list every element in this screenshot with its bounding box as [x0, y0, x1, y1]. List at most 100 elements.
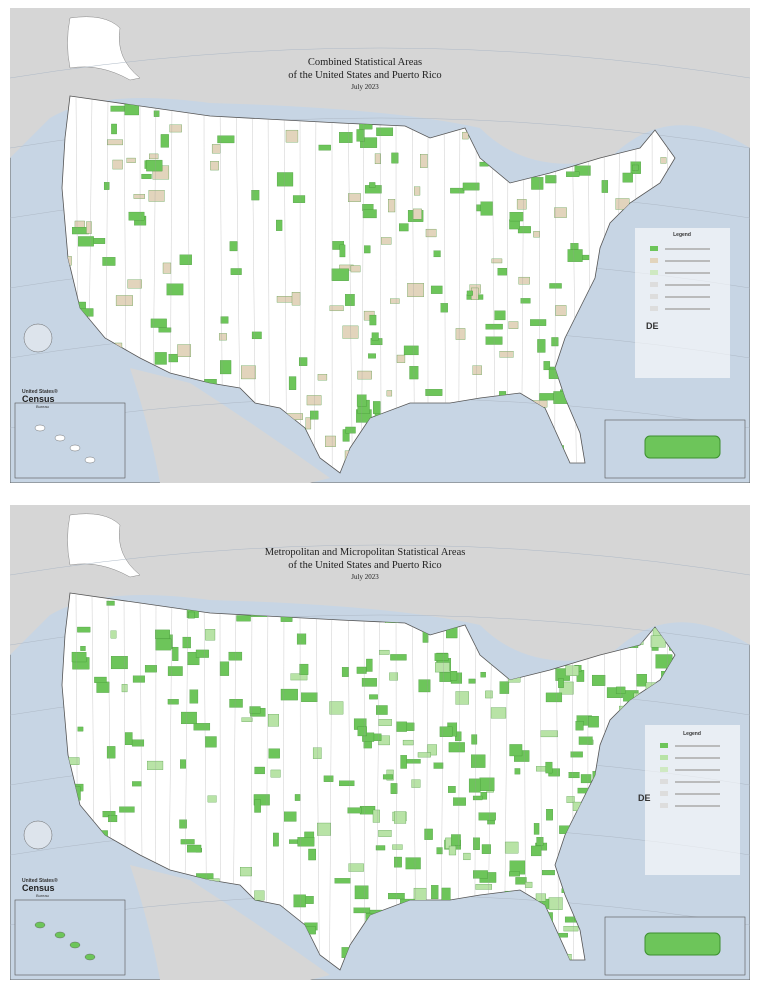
island: [34, 424, 46, 432]
statistical-area: [268, 748, 280, 759]
statistical-area: [77, 726, 84, 732]
statistical-area: [379, 649, 390, 655]
statistical-area: [219, 661, 230, 676]
statistical-area: [472, 365, 482, 375]
statistical-area: [424, 828, 433, 840]
statistical-area: [96, 681, 110, 693]
island: [69, 941, 81, 949]
statistical-area: [158, 327, 172, 333]
statistical-area: [372, 401, 381, 414]
statistical-area: [189, 689, 199, 704]
statistical-area: [230, 268, 242, 275]
statistical-area: [480, 201, 493, 216]
statistical-area: [362, 732, 375, 742]
statistical-area: [288, 376, 297, 390]
statistical-area: [345, 426, 356, 434]
statistical-area: [369, 314, 377, 326]
statistical-area: [425, 228, 437, 238]
statistical-area: [339, 244, 346, 258]
legend-box: [635, 228, 730, 378]
statistical-area: [405, 759, 421, 764]
statistical-area: [515, 877, 527, 885]
statistical-area: [636, 674, 647, 687]
mexico: [130, 865, 330, 980]
statistical-area: [292, 195, 306, 203]
statistical-area: [347, 807, 362, 814]
statistical-area: [381, 237, 392, 245]
legend-swatch: [650, 270, 658, 275]
statistical-area: [350, 265, 361, 273]
statistical-area: [348, 193, 361, 202]
statistical-area: [536, 837, 544, 846]
statistical-area: [126, 157, 136, 163]
statistical-area: [394, 856, 402, 868]
statistical-area: [451, 834, 461, 846]
statistical-area: [439, 726, 453, 737]
statistical-area: [193, 723, 211, 731]
statistical-area: [361, 678, 377, 687]
statistical-area: [535, 893, 546, 902]
statistical-area: [531, 177, 544, 190]
statistical-area: [441, 887, 451, 902]
statistical-area: [548, 897, 563, 910]
statistical-area: [317, 374, 328, 381]
statistical-area: [339, 780, 355, 787]
statistical-area: [241, 717, 253, 722]
statistical-area: [491, 258, 503, 264]
statistical-area: [356, 129, 365, 142]
statistical-area: [293, 894, 306, 908]
canada: [10, 505, 750, 661]
logo: Bureau: [36, 404, 49, 409]
statistical-area: [155, 629, 170, 639]
statistical-area: [389, 672, 399, 681]
legend-swatch: [660, 755, 668, 760]
map-base: [10, 505, 750, 980]
statistical-area: [509, 212, 524, 222]
statistical-area: [284, 811, 297, 822]
statistical-area: [497, 267, 508, 276]
statistical-area: [78, 236, 94, 247]
statistical-area: [267, 714, 279, 727]
statistical-area: [499, 681, 510, 694]
county-line: [314, 97, 317, 473]
county-line: [361, 97, 365, 473]
statistical-area: [254, 766, 265, 775]
statistical-area: [291, 291, 301, 306]
statistical-area: [310, 410, 319, 420]
statistical-area: [471, 734, 478, 745]
statistical-area: [220, 316, 229, 324]
legend-swatch: [660, 803, 668, 808]
legend-swatch: [650, 282, 658, 287]
island: [54, 931, 66, 939]
statistical-area: [121, 684, 128, 693]
statistical-area: [480, 671, 486, 678]
legend-swatch: [660, 791, 668, 796]
statistical-area: [558, 678, 564, 688]
statistical-area: [353, 907, 371, 914]
statistical-area: [473, 837, 480, 850]
statistical-area: [390, 654, 407, 661]
statistical-area: [132, 675, 145, 683]
statistical-area: [111, 123, 117, 135]
statistical-area: [150, 318, 167, 328]
puerto-rico: [644, 932, 721, 956]
statistical-area: [374, 153, 381, 165]
statistical-area: [509, 871, 521, 877]
county-line: [375, 594, 381, 970]
statistical-area: [179, 819, 187, 829]
statistical-area: [478, 812, 496, 821]
statistical-area: [128, 211, 145, 221]
statistical-area: [448, 742, 465, 753]
statistical-area: [533, 823, 540, 835]
statistical-area: [110, 630, 117, 639]
statistical-area: [169, 124, 182, 133]
statistical-area: [362, 209, 377, 219]
statistical-area: [251, 190, 260, 201]
statistical-area: [462, 131, 469, 140]
statistical-area: [254, 799, 261, 813]
statistical-area: [285, 129, 299, 143]
statistical-area: [329, 701, 344, 715]
mexico: [130, 368, 330, 483]
statistical-area: [149, 153, 159, 160]
